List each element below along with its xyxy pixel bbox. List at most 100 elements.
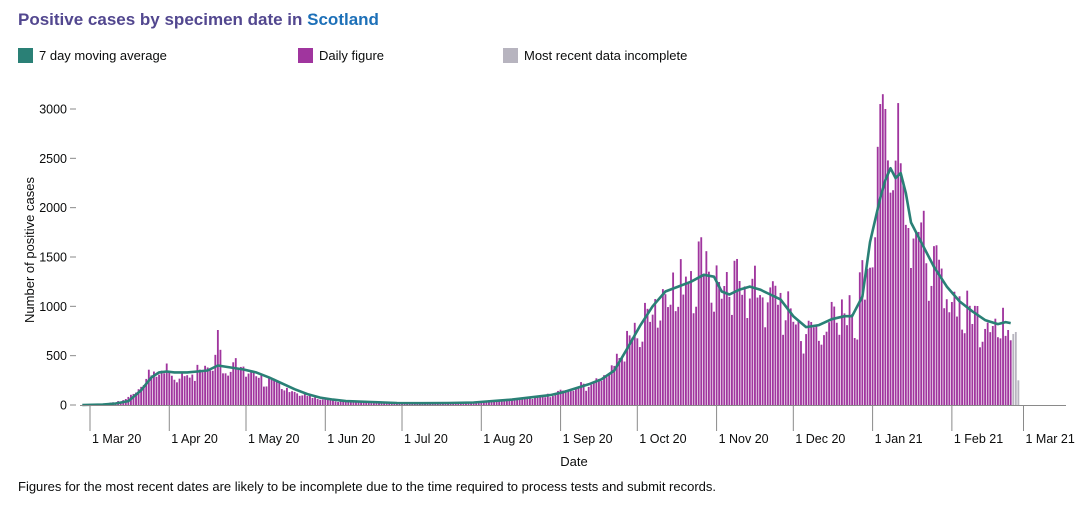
- daily-bar[interactable]: [664, 294, 667, 405]
- daily-bar[interactable]: [738, 281, 741, 405]
- daily-bar[interactable]: [306, 396, 309, 405]
- daily-bar[interactable]: [250, 371, 253, 405]
- daily-bar[interactable]: [493, 400, 495, 405]
- daily-bar[interactable]: [771, 281, 774, 405]
- daily-bar[interactable]: [963, 333, 966, 405]
- daily-bar[interactable]: [805, 334, 808, 405]
- daily-bar[interactable]: [684, 276, 687, 405]
- daily-bar[interactable]: [792, 321, 795, 405]
- daily-bar[interactable]: [257, 377, 260, 405]
- daily-bar[interactable]: [564, 390, 567, 405]
- legend-daily-figure[interactable]: Daily figure: [298, 46, 384, 64]
- daily-bar[interactable]: [252, 372, 255, 405]
- daily-bar[interactable]: [986, 322, 989, 405]
- daily-bar[interactable]: [176, 382, 178, 405]
- daily-bar[interactable]: [329, 398, 332, 405]
- daily-bar[interactable]: [715, 265, 718, 405]
- daily-bar[interactable]: [569, 391, 572, 405]
- daily-bar[interactable]: [485, 400, 488, 405]
- daily-bar[interactable]: [155, 376, 158, 405]
- daily-bar[interactable]: [286, 387, 288, 405]
- daily-bar[interactable]: [534, 397, 536, 405]
- daily-bar[interactable]: [782, 334, 784, 405]
- daily-bar[interactable]: [984, 328, 987, 405]
- daily-bar[interactable]: [275, 380, 278, 405]
- daily-bar[interactable]: [459, 403, 462, 405]
- daily-bar[interactable]: [273, 378, 276, 405]
- daily-bar[interactable]: [173, 379, 176, 405]
- daily-bar[interactable]: [766, 302, 769, 405]
- daily-bar[interactable]: [828, 322, 831, 405]
- daily-bar[interactable]: [372, 403, 375, 405]
- daily-bar[interactable]: [585, 390, 588, 405]
- daily-bar[interactable]: [999, 338, 1002, 405]
- daily-bar[interactable]: [349, 401, 352, 405]
- daily-bar[interactable]: [201, 372, 204, 405]
- daily-bar[interactable]: [219, 349, 222, 405]
- daily-bar[interactable]: [303, 393, 306, 405]
- daily-bar[interactable]: [339, 400, 342, 405]
- daily-bar[interactable]: [577, 386, 580, 405]
- daily-bar[interactable]: [807, 320, 810, 405]
- daily-bar[interactable]: [608, 373, 611, 405]
- daily-bar[interactable]: [940, 268, 943, 405]
- daily-bar[interactable]: [733, 260, 736, 405]
- daily-bar[interactable]: [239, 366, 242, 405]
- daily-bar[interactable]: [385, 402, 388, 405]
- daily-bar[interactable]: [503, 399, 506, 405]
- daily-bar[interactable]: [621, 357, 623, 405]
- daily-bar[interactable]: [638, 347, 641, 405]
- daily-bar[interactable]: [283, 390, 286, 405]
- daily-bar[interactable]: [994, 318, 997, 405]
- daily-bar[interactable]: [725, 272, 728, 405]
- daily-bar[interactable]: [595, 378, 598, 405]
- daily-bar[interactable]: [687, 282, 690, 405]
- daily-bar[interactable]: [526, 397, 529, 405]
- daily-bar[interactable]: [989, 332, 992, 405]
- daily-bar[interactable]: [592, 382, 595, 405]
- daily-bar[interactable]: [326, 399, 329, 405]
- daily-bar[interactable]: [838, 334, 841, 405]
- daily-bar[interactable]: [1004, 335, 1007, 405]
- daily-bar[interactable]: [160, 370, 163, 405]
- daily-bar[interactable]: [1007, 330, 1010, 405]
- daily-bar[interactable]: [347, 401, 350, 405]
- daily-bar[interactable]: [741, 294, 744, 405]
- daily-bar[interactable]: [991, 326, 994, 405]
- daily-bar[interactable]: [554, 393, 557, 405]
- daily-bar[interactable]: [968, 305, 971, 405]
- daily-bar[interactable]: [357, 401, 360, 405]
- daily-bar[interactable]: [298, 395, 301, 405]
- daily-bar[interactable]: [467, 403, 470, 405]
- title-location-link[interactable]: Scotland: [307, 10, 379, 29]
- daily-bar[interactable]: [887, 160, 889, 405]
- daily-bar[interactable]: [812, 327, 815, 405]
- daily-bar[interactable]: [227, 375, 230, 405]
- daily-bar[interactable]: [528, 396, 531, 405]
- daily-bar[interactable]: [825, 331, 828, 405]
- daily-bar[interactable]: [191, 374, 194, 405]
- daily-bar[interactable]: [695, 306, 698, 405]
- daily-bar[interactable]: [651, 314, 654, 405]
- daily-bar[interactable]: [802, 353, 805, 405]
- daily-bar[interactable]: [869, 267, 871, 405]
- daily-bar[interactable]: [935, 245, 938, 405]
- daily-bar[interactable]: [761, 297, 764, 405]
- daily-bar[interactable]: [247, 373, 250, 405]
- daily-bar[interactable]: [209, 370, 212, 405]
- daily-bar[interactable]: [321, 399, 324, 406]
- daily-bar[interactable]: [186, 375, 189, 405]
- daily-bar[interactable]: [769, 287, 772, 405]
- legend-moving-average[interactable]: 7 day moving average: [18, 46, 167, 64]
- daily-bar[interactable]: [633, 322, 636, 405]
- daily-bar[interactable]: [245, 376, 247, 405]
- daily-bar[interactable]: [475, 402, 478, 405]
- daily-bar[interactable]: [912, 238, 915, 405]
- daily-bar[interactable]: [661, 289, 664, 405]
- daily-bar[interactable]: [360, 401, 363, 405]
- daily-bar[interactable]: [165, 363, 168, 405]
- daily-bar[interactable]: [787, 291, 790, 405]
- daily-bar[interactable]: [884, 108, 887, 406]
- daily-bar[interactable]: [656, 327, 659, 405]
- daily-bar[interactable]: [892, 190, 894, 405]
